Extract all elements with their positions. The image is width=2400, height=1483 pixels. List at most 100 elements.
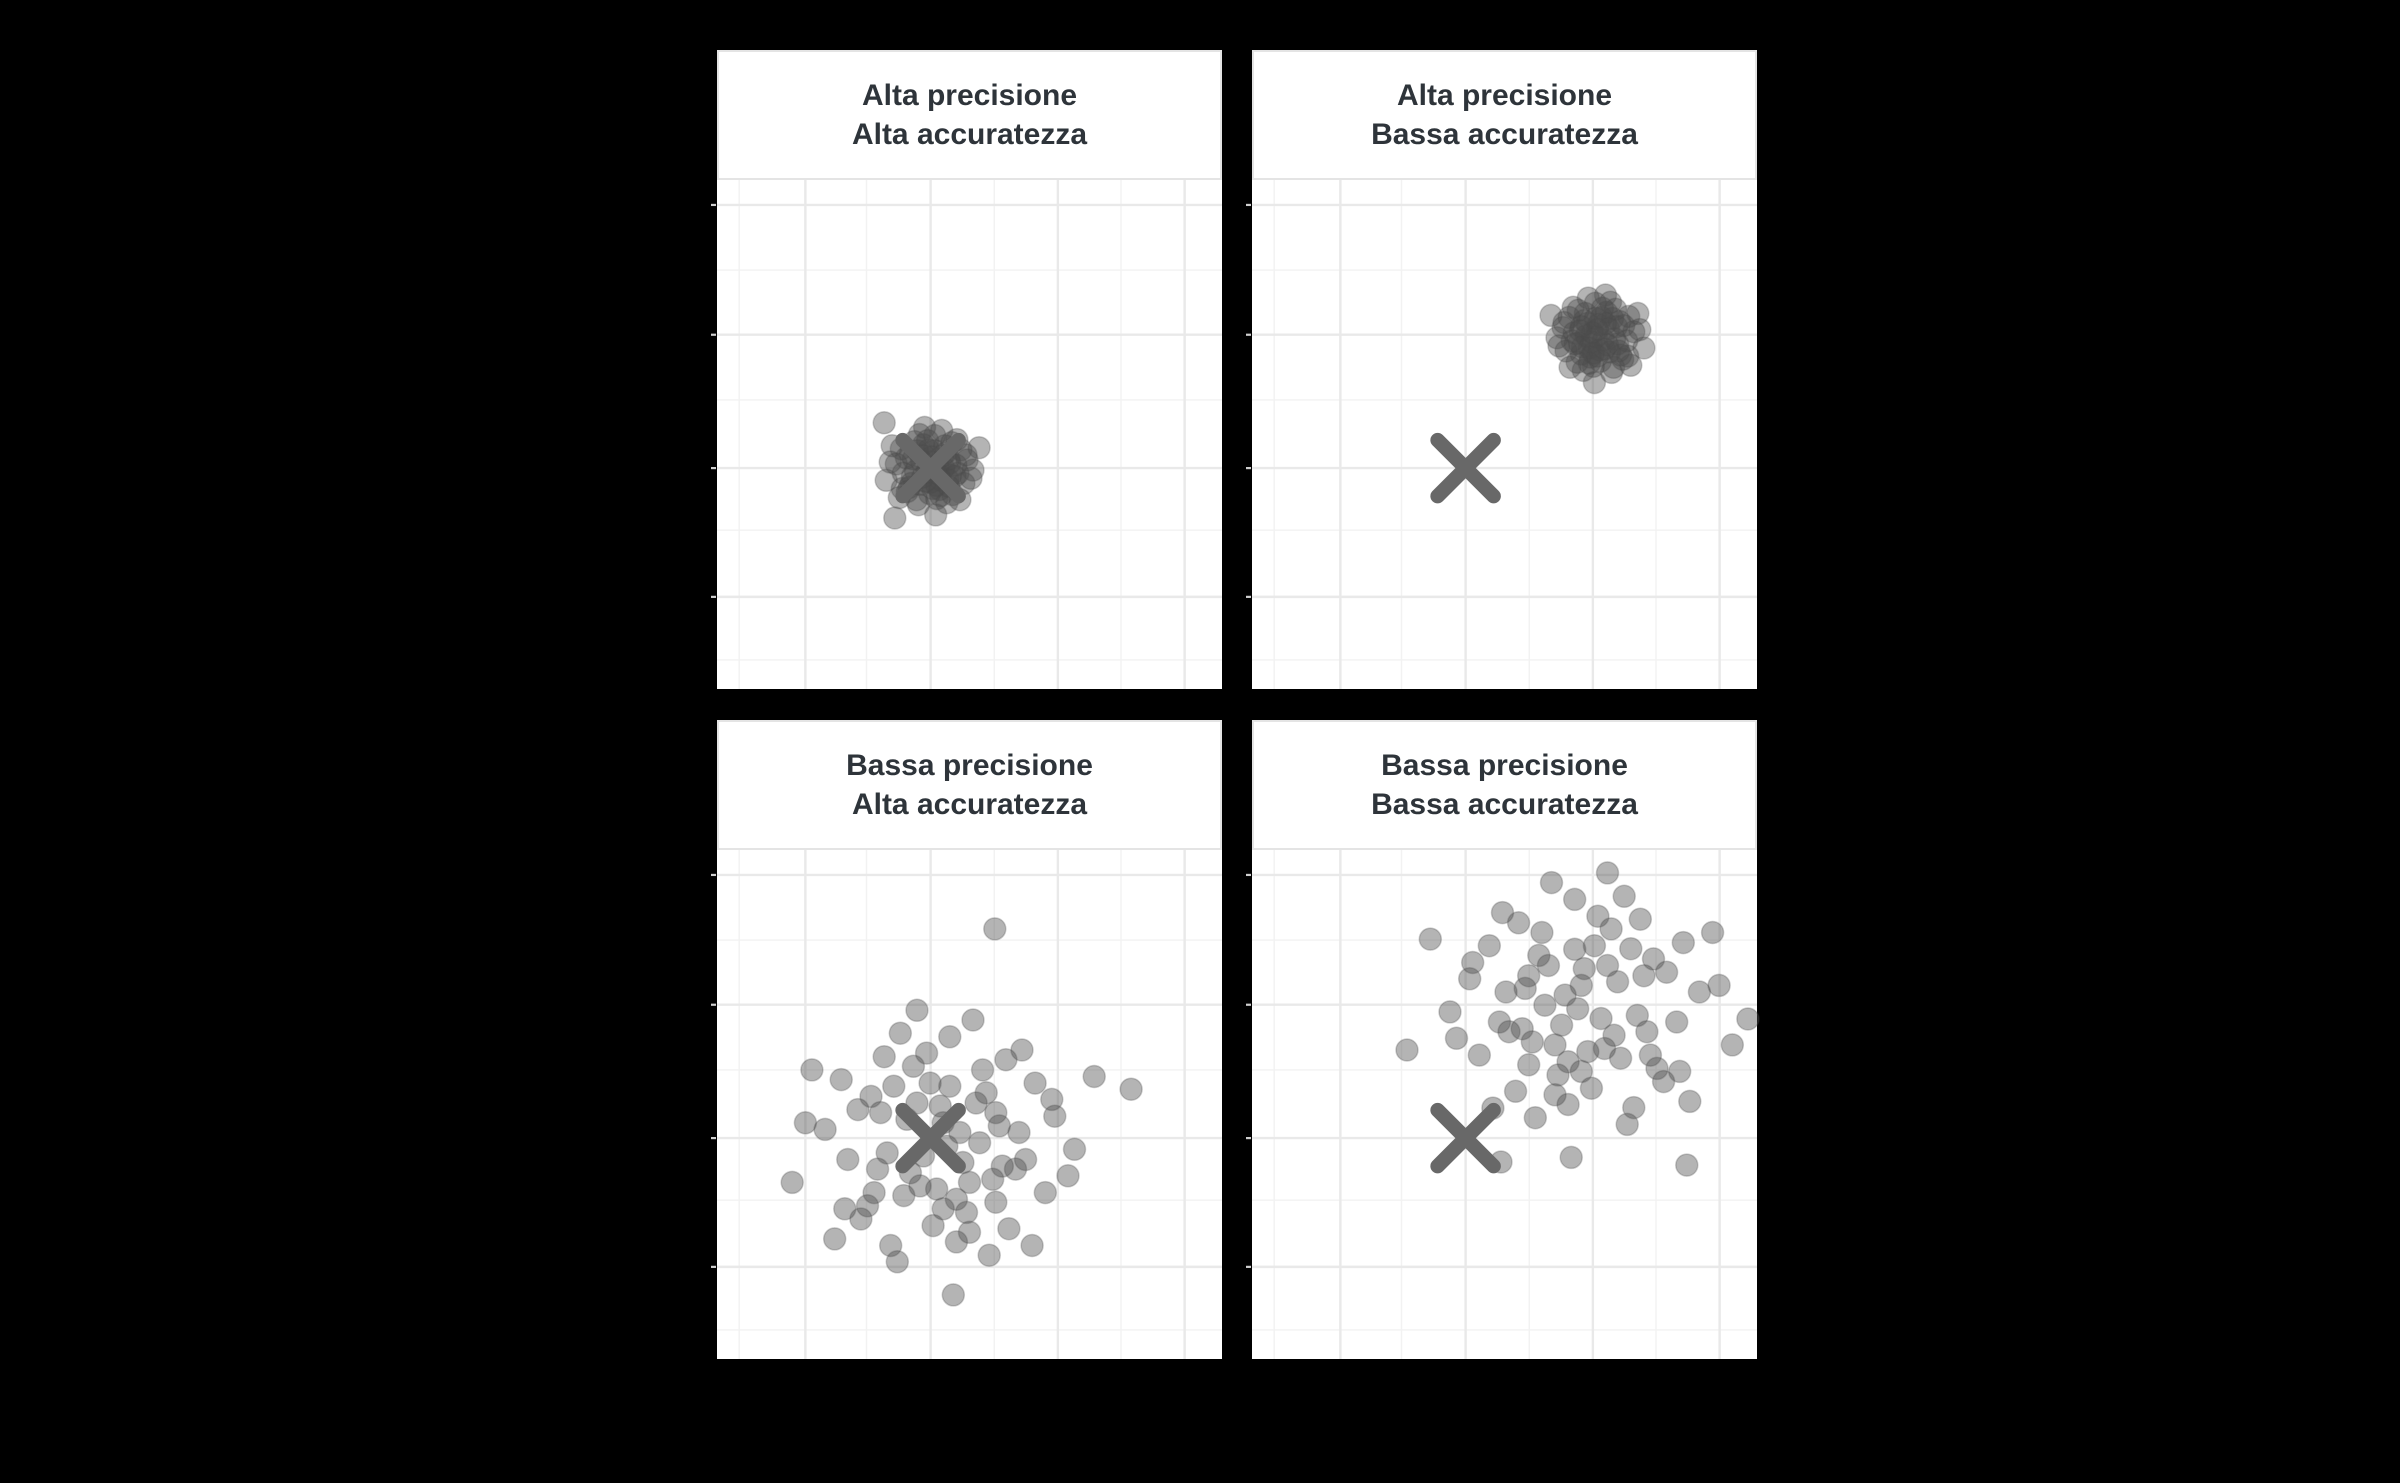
data-point	[957, 1220, 982, 1245]
data-point	[1598, 290, 1623, 314]
data-point	[793, 1111, 818, 1135]
data-point	[1562, 937, 1587, 962]
data-point	[1614, 329, 1639, 353]
data-point	[1457, 967, 1482, 991]
target-cross-marker	[895, 432, 966, 504]
data-point	[1013, 1147, 1038, 1172]
data-point	[1503, 1079, 1528, 1104]
data-point	[984, 1190, 1008, 1214]
data-point	[1460, 950, 1485, 975]
facet-strip: Bassa precisione Alta accuratezza	[717, 720, 1222, 850]
data-point	[855, 1194, 880, 1218]
facet-title-line1: Alta precisione	[861, 79, 1078, 112]
facet-title-line2: Bassa accuratezza	[1371, 788, 1638, 821]
data-point	[1605, 332, 1630, 356]
data-point	[964, 1091, 988, 1115]
data-point	[1570, 335, 1595, 359]
data-point	[997, 1216, 1021, 1241]
data-point	[1569, 314, 1594, 339]
data-point	[967, 435, 991, 460]
data-point	[1565, 350, 1589, 374]
data-point	[872, 1044, 896, 1069]
data-point	[1593, 311, 1618, 336]
scatter-panel-alta-alta	[711, 180, 1222, 689]
data-point	[1628, 907, 1653, 931]
data-point	[1546, 1063, 1570, 1087]
data-point	[1516, 1053, 1541, 1077]
data-point	[1563, 332, 1587, 356]
data-point	[1720, 1033, 1745, 1057]
data-point	[874, 468, 898, 493]
data-point	[1593, 283, 1618, 307]
data-point	[1586, 904, 1610, 928]
scatter-panel-bassa-alta	[711, 850, 1222, 1359]
data-point	[922, 423, 947, 448]
data-point	[1579, 330, 1604, 354]
data-point	[912, 415, 937, 440]
facet-title-line1: Bassa precisione	[846, 749, 1093, 782]
data-point	[905, 1091, 929, 1115]
data-point	[862, 1180, 886, 1205]
data-point	[1119, 1077, 1143, 1101]
data-point	[1569, 1059, 1594, 1084]
data-point	[1585, 317, 1610, 342]
data-point	[961, 458, 985, 482]
data-point	[1571, 358, 1596, 383]
data-point	[1562, 887, 1587, 912]
data-point	[1527, 943, 1551, 968]
data-point	[923, 503, 948, 527]
data-point	[1559, 1145, 1583, 1170]
data-point	[1654, 960, 1679, 984]
facet-strip: Bassa precisione Bassa accuratezza	[1252, 720, 1757, 850]
data-point	[1560, 329, 1584, 353]
data-point	[836, 1147, 860, 1172]
data-point	[970, 1058, 995, 1082]
data-point	[1513, 976, 1537, 1001]
data-point	[1591, 328, 1616, 352]
data-point	[1589, 1006, 1613, 1031]
data-point	[1010, 1038, 1034, 1062]
data-point	[1556, 1049, 1580, 1074]
data-point	[1543, 1083, 1567, 1107]
data-point	[1671, 930, 1696, 955]
data-point	[1438, 1000, 1462, 1024]
facet-title-line2: Bassa accuratezza	[1371, 118, 1638, 151]
data-point	[1565, 997, 1590, 1021]
facet-bassa-precisione-alta-accuratezza: Bassa precisione Alta accuratezza	[711, 720, 1222, 1359]
data-point	[907, 422, 932, 447]
data-point	[846, 1097, 870, 1122]
data-point	[1603, 297, 1628, 322]
data-point	[1606, 339, 1631, 363]
data-point	[822, 1227, 847, 1251]
data-point	[1580, 320, 1605, 345]
data-point	[865, 1157, 890, 1181]
data-point	[944, 1230, 969, 1254]
data-point	[1605, 970, 1630, 994]
data-point	[875, 1141, 899, 1165]
data-point	[977, 1243, 1001, 1267]
data-point	[1020, 1233, 1044, 1258]
data-point	[872, 411, 896, 435]
data-point	[1510, 1016, 1534, 1041]
data-point	[1675, 1153, 1699, 1177]
data-point	[1516, 963, 1541, 988]
data-point	[929, 418, 954, 443]
data-point	[1595, 953, 1620, 978]
data-point	[1608, 1046, 1633, 1070]
data-point	[1619, 936, 1643, 961]
data-point	[1687, 980, 1712, 1004]
data-point	[1583, 306, 1608, 331]
data-point	[1615, 1112, 1639, 1137]
data-point	[780, 1170, 804, 1195]
data-point	[1622, 319, 1646, 344]
data-point	[1612, 884, 1636, 909]
data-point	[1583, 291, 1608, 315]
data-point	[954, 443, 978, 467]
data-point	[1497, 1019, 1521, 1044]
data-point	[1599, 917, 1623, 941]
data-point	[1506, 911, 1531, 935]
data-point	[1547, 334, 1571, 358]
data-point	[1664, 1010, 1689, 1034]
data-point	[1586, 312, 1611, 337]
data-point	[1616, 304, 1641, 329]
